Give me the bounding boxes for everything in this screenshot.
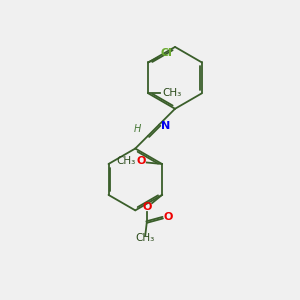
- Text: CH₃: CH₃: [136, 233, 155, 243]
- Text: N: N: [161, 121, 170, 131]
- Text: CH₃: CH₃: [162, 88, 182, 98]
- Text: O: O: [142, 202, 152, 212]
- Text: O: O: [164, 212, 173, 222]
- Text: Cl: Cl: [160, 48, 172, 58]
- Text: O: O: [136, 156, 146, 166]
- Text: CH₃: CH₃: [116, 156, 135, 166]
- Text: H: H: [134, 124, 141, 134]
